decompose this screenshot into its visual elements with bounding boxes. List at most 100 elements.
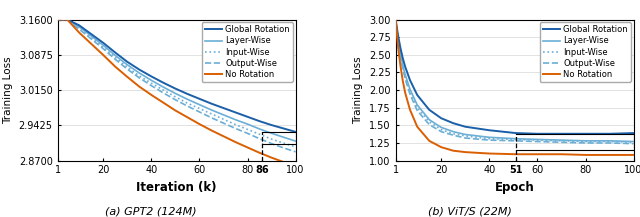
Input-Wise — [148, 82, 156, 85]
Input-Wise — [63, 18, 71, 21]
Global Rotation — [268, 124, 275, 126]
No Rotation — [449, 149, 457, 152]
Global Rotation — [280, 127, 287, 130]
Layer-Wise — [426, 118, 433, 121]
Input-Wise — [461, 135, 469, 137]
Output-Wise — [394, 39, 402, 42]
Output-Wise — [413, 109, 421, 112]
Layer-Wise — [196, 103, 204, 106]
Input-Wise — [244, 128, 252, 131]
Output-Wise — [268, 142, 275, 145]
No Rotation — [512, 153, 520, 156]
Layer-Wise — [111, 54, 119, 57]
Global Rotation — [630, 132, 637, 134]
Global Rotation — [148, 75, 156, 78]
Input-Wise — [437, 128, 445, 131]
Layer-Wise — [184, 98, 191, 101]
Input-Wise — [413, 106, 421, 109]
Input-Wise — [534, 139, 541, 141]
No Rotation — [392, 18, 399, 21]
Global Rotation — [244, 115, 252, 118]
No Rotation — [220, 135, 227, 138]
No Rotation — [413, 125, 421, 128]
Layer-Wise — [630, 140, 637, 143]
Global Rotation — [582, 132, 589, 135]
Input-Wise — [401, 75, 409, 78]
No Rotation — [256, 151, 264, 154]
Layer-Wise — [172, 92, 179, 95]
Output-Wise — [63, 18, 71, 21]
Input-Wise — [630, 141, 637, 144]
Input-Wise — [136, 75, 143, 77]
Global Rotation — [605, 132, 613, 135]
Legend: Global Rotation, Layer-Wise, Input-Wise, Output-Wise, No Rotation: Global Rotation, Layer-Wise, Input-Wise,… — [540, 22, 631, 82]
No Rotation — [54, 18, 61, 21]
Output-Wise — [605, 142, 613, 144]
No Rotation — [172, 109, 179, 112]
Layer-Wise — [394, 37, 402, 40]
Line: Global Rotation: Global Rotation — [396, 20, 634, 134]
Output-Wise — [244, 132, 252, 135]
No Rotation — [486, 152, 493, 155]
Output-Wise — [406, 93, 414, 95]
Layer-Wise — [268, 132, 275, 135]
Global Rotation — [292, 131, 300, 133]
Layer-Wise — [486, 136, 493, 139]
Output-Wise — [426, 123, 433, 126]
Layer-Wise — [406, 88, 414, 91]
Input-Wise — [292, 146, 300, 148]
Line: Global Rotation: Global Rotation — [58, 20, 296, 132]
Input-Wise — [111, 56, 119, 59]
Line: Layer-Wise: Layer-Wise — [58, 20, 296, 141]
No Rotation — [124, 76, 131, 78]
Layer-Wise — [413, 104, 421, 106]
No Rotation — [159, 101, 167, 104]
Output-Wise — [232, 127, 239, 130]
No Rotation — [557, 153, 565, 156]
Output-Wise — [392, 18, 399, 21]
Output-Wise — [207, 117, 215, 119]
Layer-Wise — [397, 52, 404, 55]
No Rotation — [76, 31, 83, 34]
Global Rotation — [232, 111, 239, 114]
Layer-Wise — [136, 72, 143, 74]
No Rotation — [184, 116, 191, 119]
Layer-Wise — [232, 118, 239, 121]
X-axis label: Iteration (k): Iteration (k) — [136, 181, 217, 194]
Y-axis label: Training Loss: Training Loss — [3, 56, 13, 124]
Output-Wise — [256, 137, 264, 140]
Layer-Wise — [557, 139, 565, 141]
Output-Wise — [99, 47, 107, 50]
Line: Layer-Wise: Layer-Wise — [396, 20, 634, 141]
Input-Wise — [88, 36, 95, 39]
Global Rotation — [401, 66, 409, 68]
Layer-Wise — [449, 130, 457, 133]
Layer-Wise — [582, 140, 589, 142]
Input-Wise — [397, 54, 404, 56]
Global Rotation — [449, 122, 457, 125]
Input-Wise — [486, 137, 493, 140]
Layer-Wise — [99, 44, 107, 47]
Layer-Wise — [54, 18, 61, 21]
Global Rotation — [413, 94, 421, 96]
Output-Wise — [399, 67, 406, 70]
Line: Output-Wise: Output-Wise — [58, 20, 296, 152]
No Rotation — [605, 154, 613, 156]
Layer-Wise — [437, 126, 445, 129]
Output-Wise — [449, 134, 457, 136]
Global Rotation — [111, 51, 119, 54]
Output-Wise — [184, 105, 191, 107]
Layer-Wise — [63, 18, 71, 21]
No Rotation — [136, 85, 143, 88]
Input-Wise — [392, 18, 399, 21]
Layer-Wise — [392, 18, 399, 21]
Output-Wise — [124, 68, 131, 71]
Line: Output-Wise: Output-Wise — [396, 20, 634, 144]
Output-Wise — [397, 55, 404, 58]
Global Rotation — [426, 108, 433, 111]
Output-Wise — [486, 139, 493, 141]
Input-Wise — [54, 18, 61, 21]
Global Rotation — [557, 132, 565, 135]
Layer-Wise — [401, 73, 409, 76]
Global Rotation — [172, 87, 179, 90]
